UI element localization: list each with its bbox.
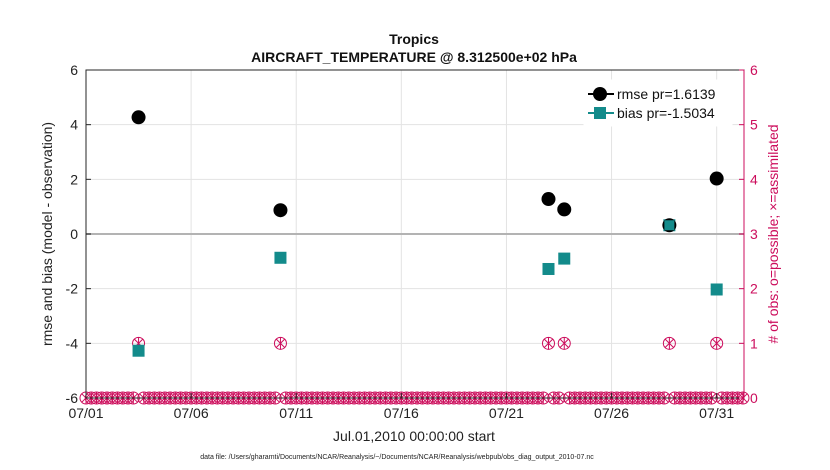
x-tick-label: 07/26 bbox=[594, 405, 629, 421]
rmse-point bbox=[557, 202, 572, 217]
y-tick-label-left: -2 bbox=[66, 281, 79, 297]
y-tick-label-left: 0 bbox=[70, 226, 78, 242]
obs-count-point bbox=[557, 336, 571, 350]
y-tick-label-right: 2 bbox=[750, 281, 758, 297]
rmse-point bbox=[131, 110, 146, 125]
y-axis-label-left: rmse and bias (model - observation) bbox=[39, 122, 55, 346]
obs-count-point bbox=[710, 336, 724, 350]
x-tick-label: 07/31 bbox=[699, 405, 734, 421]
legend-rmse-marker bbox=[593, 87, 607, 101]
obs-count-markers bbox=[79, 336, 750, 405]
x-axis-label: Jul.01,2010 00:00:00 start bbox=[333, 428, 495, 444]
x-tick-label: 07/01 bbox=[68, 405, 103, 421]
legend-bias-label: bias pr=-1.5034 bbox=[617, 105, 715, 121]
y-tick-label-left: -4 bbox=[66, 335, 79, 351]
legend-box bbox=[583, 79, 733, 127]
obs-count-point bbox=[273, 336, 287, 350]
bias-point bbox=[274, 251, 287, 264]
y-tick-label-right: 6 bbox=[750, 62, 758, 78]
chart-subtitle: AIRCRAFT_TEMPERATURE @ 8.312500e+02 hPa bbox=[251, 49, 577, 65]
y-tick-label-right: 3 bbox=[750, 226, 758, 242]
x-tick-label: 07/16 bbox=[384, 405, 419, 421]
y-tick-label-right: 1 bbox=[750, 335, 758, 351]
rmse-point bbox=[273, 203, 288, 218]
y-axis-label-right: # of obs: o=possible; ×=assimilated bbox=[765, 124, 781, 343]
bias-point-overlap bbox=[664, 220, 675, 231]
legend-bias-marker bbox=[594, 107, 606, 119]
legend: rmse pr=1.6139 bias pr=-1.5034 bbox=[583, 79, 733, 127]
axes: 07/01 07/06 07/11 07/16 07/21 07/26 07/31 -6 -4 -… bbox=[66, 62, 758, 421]
y-tick-label-right: 5 bbox=[750, 117, 758, 133]
y-tick-label-left: -6 bbox=[66, 390, 79, 406]
legend-rmse-label: rmse pr=1.6139 bbox=[617, 86, 716, 102]
rmse-point bbox=[709, 171, 724, 186]
obs-count-point bbox=[541, 336, 555, 350]
x-tick-label: 07/06 bbox=[174, 405, 209, 421]
y-tick-label-left: 6 bbox=[70, 62, 78, 78]
x-tick-label: 07/11 bbox=[279, 405, 313, 421]
y-tick-label-right: 4 bbox=[750, 171, 758, 187]
y-tick-label-left: 4 bbox=[70, 117, 78, 133]
data-file-footnote: data file: /Users/gharamti/Documents/NCA… bbox=[200, 454, 594, 461]
bias-point bbox=[542, 262, 555, 275]
rmse-point bbox=[541, 192, 556, 207]
chart-title: Tropics bbox=[389, 31, 439, 47]
bias-point bbox=[558, 252, 571, 265]
data-series bbox=[131, 110, 724, 357]
y-tick-label-left: 2 bbox=[70, 171, 78, 187]
obs-count-point bbox=[662, 336, 676, 350]
bias-point bbox=[710, 283, 723, 296]
y-tick-label-right: 0 bbox=[750, 390, 758, 406]
x-tick-label: 07/21 bbox=[489, 405, 524, 421]
bias-point bbox=[132, 344, 145, 357]
